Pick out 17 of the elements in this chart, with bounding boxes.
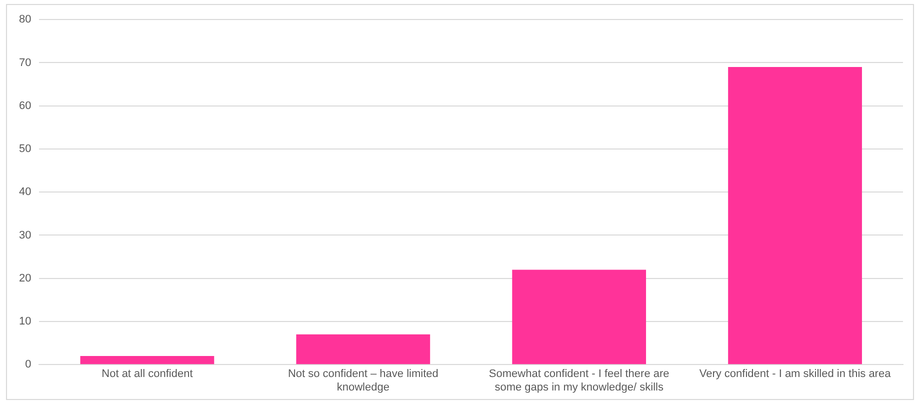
y-tick-label: 20 [18,272,32,284]
bar [512,270,646,364]
y-tick-label: 70 [18,56,32,69]
y-tick-label: 10 [18,316,32,328]
y-tick-label: 30 [18,229,32,242]
x-tick-label: Very confident - I am skilled in this area [699,368,892,380]
bar [80,356,214,364]
y-tick-label: 50 [18,143,32,156]
y-tick-label: 60 [18,100,32,112]
x-tick-label: Somewhat confident - I feel there are some gaps in my knowledge/ skills [488,368,670,394]
x-tick-label: Not so confident – have limited knowledge [288,368,438,394]
y-tick-label: 40 [18,186,32,198]
bar [296,334,430,364]
y-tick-label: 0 [25,358,32,371]
y-tick-label: 80 [18,14,32,26]
bar [728,67,862,364]
x-tick-label: Not at all confident [102,368,193,380]
